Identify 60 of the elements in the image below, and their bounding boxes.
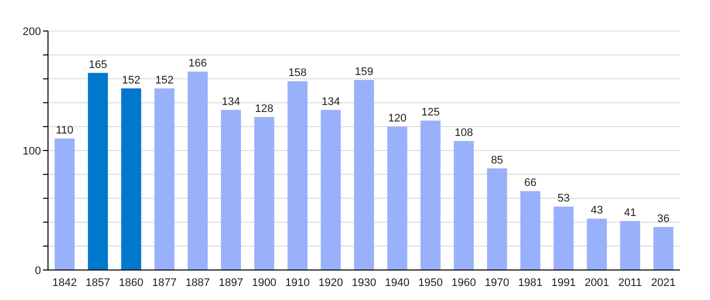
- x-tick-label: 1860: [118, 276, 144, 289]
- x-tick-label: 2011: [618, 276, 642, 289]
- data-label: 134: [322, 96, 340, 108]
- bar: [188, 72, 208, 270]
- x-tick-label: 1897: [218, 276, 244, 289]
- bar: [620, 221, 640, 270]
- bar: [254, 117, 274, 270]
- x-tick-label: 1900: [252, 276, 276, 289]
- x-tick-label: 1940: [385, 276, 410, 289]
- data-label: 110: [56, 124, 74, 137]
- x-tick-label: 1981: [518, 276, 543, 289]
- x-tick-label: 1842: [52, 276, 77, 289]
- data-label: 165: [88, 58, 108, 71]
- bar: [554, 206, 574, 270]
- data-label: 66: [524, 177, 536, 190]
- x-tick-label: 1950: [418, 276, 443, 289]
- data-label: 128: [255, 103, 274, 116]
- x-tick-label: 1910: [285, 276, 310, 289]
- x-tick-label: 1920: [318, 276, 343, 289]
- x-tick-label: 2001: [584, 276, 610, 289]
- y-tick-label: 100: [22, 145, 41, 158]
- data-label: 152: [122, 74, 140, 86]
- x-tick-label: 2021: [651, 276, 676, 289]
- bar: [88, 72, 108, 270]
- x-tick-label: 1991: [551, 276, 576, 289]
- bar: [487, 168, 508, 270]
- data-label: 85: [490, 154, 504, 166]
- x-tick-label: 1930: [352, 276, 376, 289]
- x-tick-label: 1970: [484, 276, 510, 289]
- data-label: 41: [624, 207, 636, 220]
- y-tick-label: 0: [34, 264, 41, 277]
- bar: [420, 120, 441, 270]
- data-label: 120: [388, 112, 406, 125]
- data-label: 158: [288, 67, 307, 80]
- y-tick-label: 200: [22, 26, 41, 38]
- bar: [586, 218, 607, 270]
- data-label: 125: [421, 106, 440, 119]
- bar: [320, 110, 341, 270]
- data-label: 152: [155, 74, 174, 86]
- bar: [220, 110, 241, 270]
- bar: [54, 138, 75, 270]
- bar: [387, 126, 408, 270]
- bar: [520, 191, 540, 270]
- data-label: 36: [657, 212, 670, 225]
- x-tick-label: 1887: [185, 276, 210, 289]
- data-label: 108: [454, 126, 473, 139]
- x-tick-label: 1857: [86, 276, 110, 289]
- bar: [653, 226, 674, 270]
- x-tick-label: 1960: [452, 276, 476, 289]
- bar: [287, 81, 308, 270]
- bar: [154, 88, 174, 270]
- bar: [121, 88, 142, 270]
- bar: [354, 80, 374, 270]
- data-label: 166: [188, 58, 207, 70]
- x-tick-label: 1877: [152, 276, 177, 289]
- data-label: 134: [222, 96, 240, 108]
- data-label: 53: [557, 192, 570, 205]
- data-label: 159: [354, 66, 374, 78]
- bar: [454, 140, 474, 270]
- data-label: 43: [590, 204, 603, 217]
